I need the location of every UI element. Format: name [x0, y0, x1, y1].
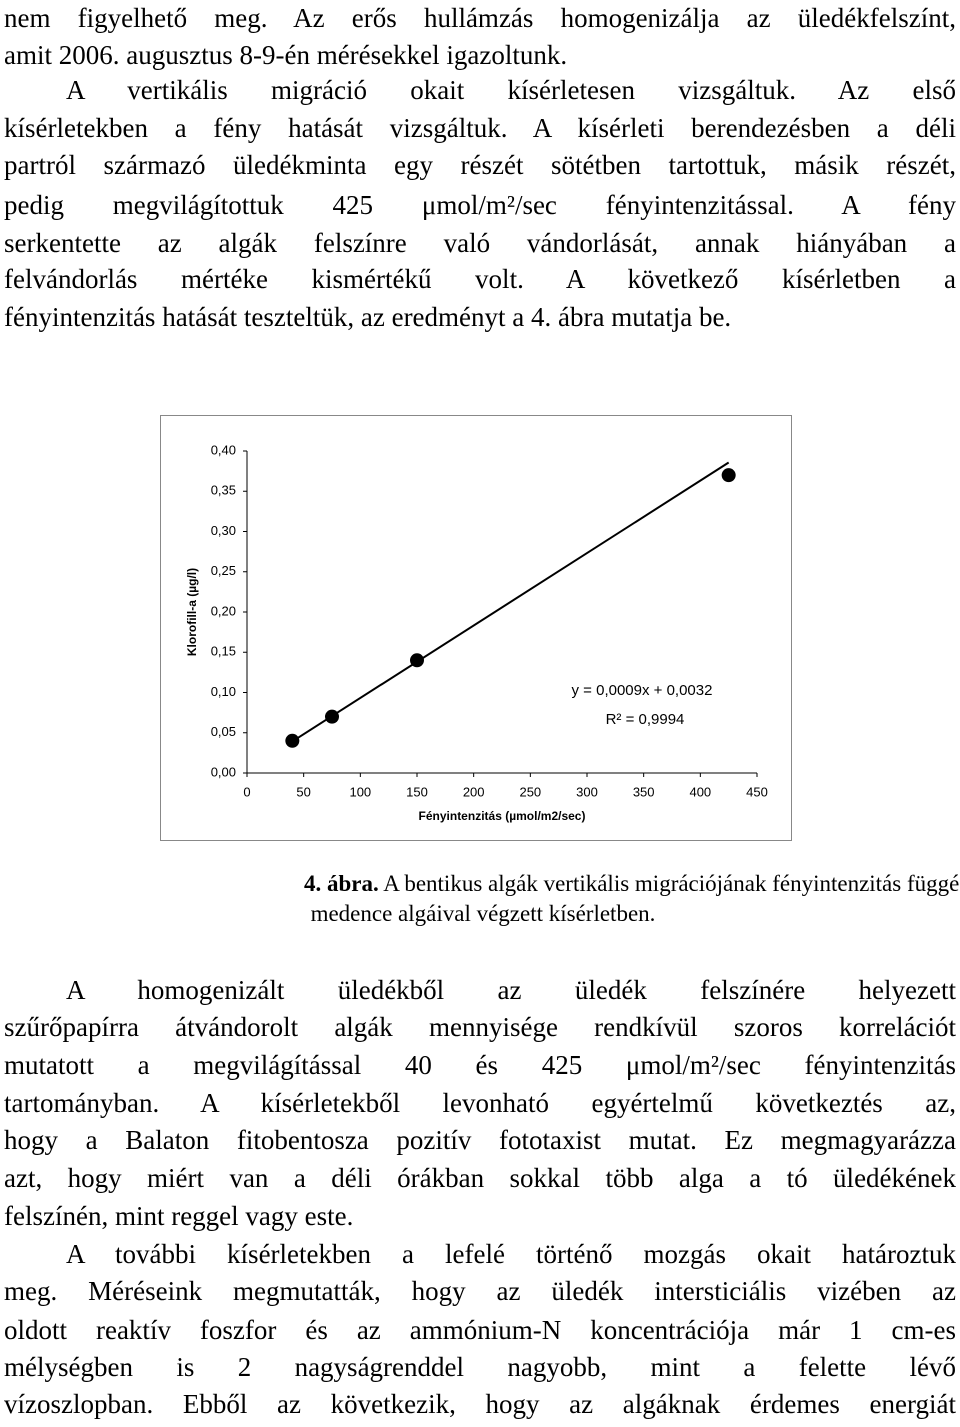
text-line: kísérletekben a fény hatását vizsgáltuk.…	[4, 113, 956, 143]
text-line: felszínén, mint reggel vagy este.	[4, 1201, 354, 1231]
x-tick-label: 350	[633, 784, 655, 799]
text-line: A további kísérletekben a lefelé történő…	[66, 1239, 956, 1269]
x-tick-label: 300	[576, 784, 598, 799]
y-tick-label: 0,05	[211, 724, 236, 739]
data-point	[721, 468, 736, 483]
x-tick-label: 50	[296, 784, 310, 799]
x-axis-label: Fényintenzitás (µmol/m2/sec)	[419, 809, 586, 823]
trendline-equation: y = 0,0009x + 0,0032	[572, 682, 713, 699]
caption-label: 4. ábra.	[304, 871, 379, 896]
x-tick-label: 150	[406, 784, 428, 799]
text-line: nem figyelhető meg. Az erős hullámzás ho…	[4, 3, 956, 33]
text-line: partról származó üledékminta egy részét …	[4, 150, 956, 180]
y-tick-label: 0,35	[211, 483, 236, 498]
trendline	[291, 461, 730, 743]
text-line: oldott reaktív foszfor és az ammónium-N …	[4, 1315, 956, 1345]
data-point	[325, 709, 339, 724]
text-line: azt, hogy miért van a déli órákban sokka…	[4, 1163, 956, 1193]
text-line: mutatott a megvilágítással 40 és 425 μmo…	[4, 1050, 956, 1080]
caption-text: A bentikus algák vertikális migrációjána…	[383, 871, 960, 896]
text-line: hogy a Balaton fitobentosza pozitív foto…	[4, 1125, 956, 1155]
data-point	[410, 653, 424, 668]
y-tick-label: 0,25	[211, 563, 236, 578]
y-tick-label: 0,30	[211, 523, 236, 538]
x-tick-label: 400	[689, 784, 711, 799]
text-line: tartományban. A kísérletekből levonható …	[4, 1088, 956, 1118]
x-tick-label: 100	[349, 784, 371, 799]
y-tick-label: 0,15	[211, 644, 236, 659]
text-line: meg. Méréseink megmutatták, hogy az üled…	[4, 1276, 956, 1306]
text-line: amit 2006. augusztus 8-9-én mérésekkel i…	[4, 40, 568, 70]
y-tick-label: 0,40	[211, 442, 236, 457]
text-line: vízoszlopban. Ebből az következik, hogy …	[4, 1389, 956, 1419]
text-line: A vertikális migráció okait kísérletesen…	[66, 75, 956, 105]
text-line: mélységben is 2 nagyságrenddel nagyobb, …	[4, 1352, 956, 1382]
data-point	[285, 733, 300, 748]
text-line: fényintenzitás hatását teszteltük, az er…	[4, 302, 732, 332]
text-line: serkentette az algák felszínre való vánd…	[4, 228, 956, 258]
x-tick-label: 250	[519, 784, 541, 799]
y-tick-label: 0,20	[211, 603, 236, 618]
text-line: felvándorlás mértéke kismértékű volt. A …	[4, 264, 956, 294]
text-line: A homogenizált üledékből az üledék felsz…	[66, 975, 956, 1005]
caption-line: 4. ábra. A bentikus algák vertikális mig…	[304, 869, 960, 899]
x-tick-label: 0	[243, 784, 250, 799]
y-tick-label: 0,00	[211, 764, 236, 779]
caption-line: medence algáival végzett kísérletben.	[310, 901, 656, 926]
x-tick-label: 200	[463, 784, 485, 799]
text-line: pedig megvilágítottuk 425 μmol/m²/sec fé…	[4, 190, 956, 220]
chart-frame	[160, 415, 792, 841]
x-tick-label: 450	[746, 784, 768, 799]
trendline-r2: R² = 0,9994	[606, 711, 685, 728]
y-axis-label: Klorofill-a (µg/l)	[185, 568, 199, 656]
text-line: szűrőpapírra átvándorolt algák mennyiség…	[4, 1012, 956, 1042]
y-tick-label: 0,10	[211, 684, 236, 699]
chart: Klorofill-a (µg/l) Fényintenzitás (µmol/…	[160, 415, 792, 841]
